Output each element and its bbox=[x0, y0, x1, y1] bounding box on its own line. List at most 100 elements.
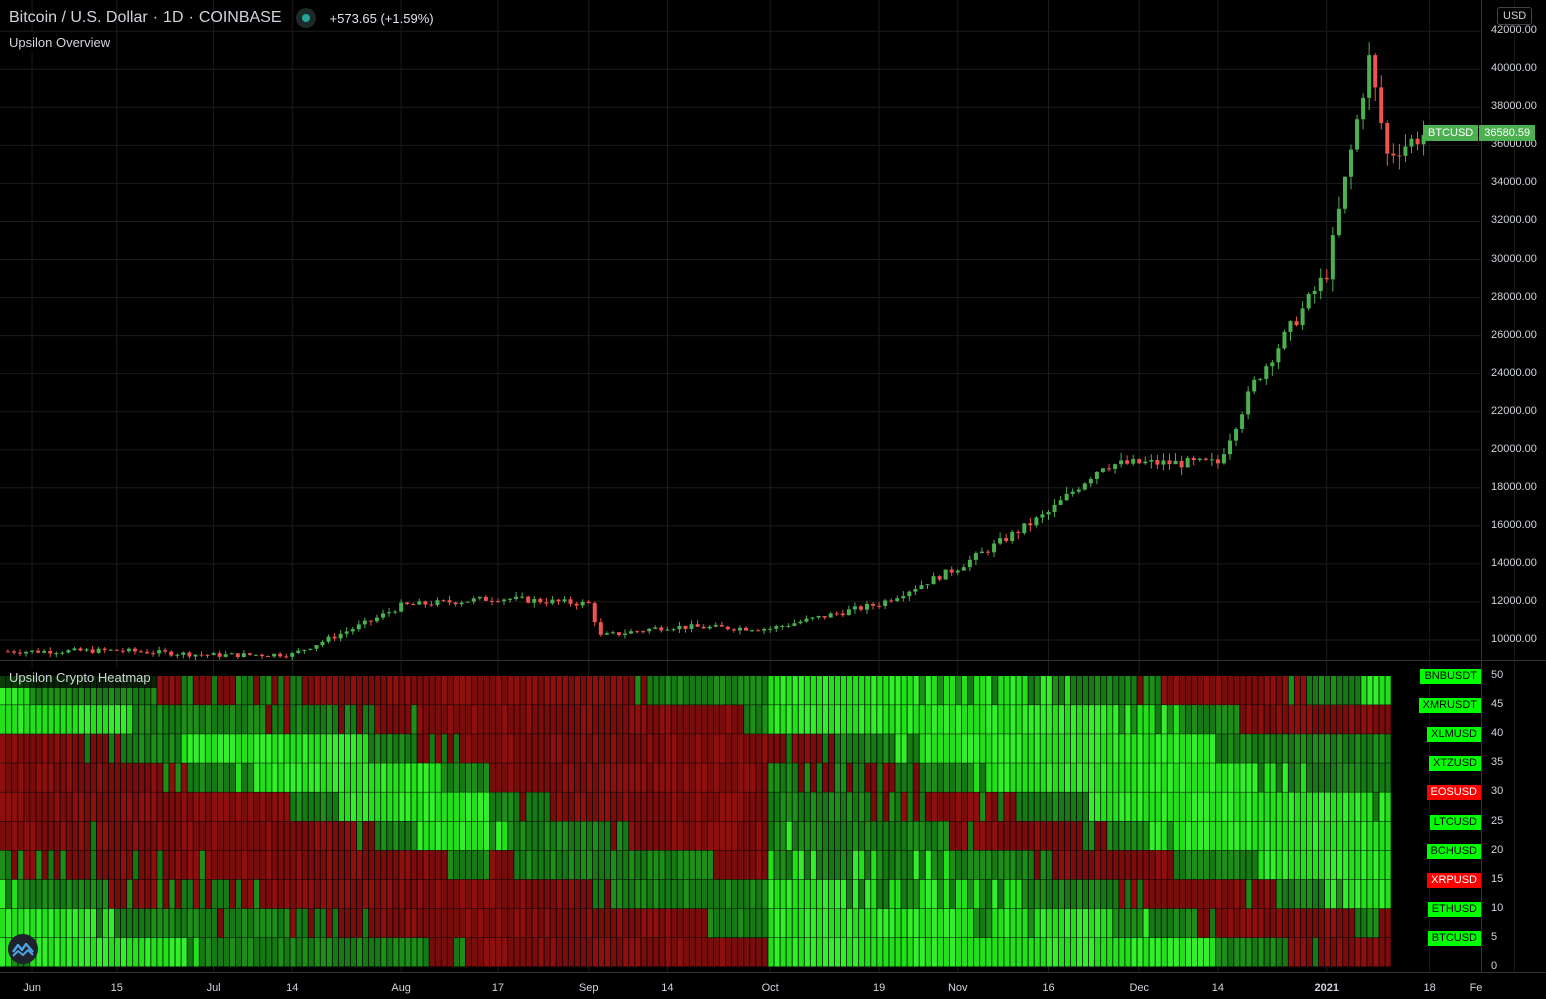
heatmap-cell bbox=[1385, 734, 1391, 763]
market-status-icon[interactable] bbox=[295, 8, 316, 28]
heatmap-cell bbox=[623, 705, 629, 734]
candle-body bbox=[393, 611, 398, 613]
heatmap-cell bbox=[242, 850, 248, 880]
heatmap-cell bbox=[1058, 676, 1064, 705]
candle-body bbox=[707, 626, 712, 629]
heatmap-cell bbox=[1046, 734, 1052, 763]
heatmap-cell bbox=[175, 879, 181, 909]
heatmap-cell bbox=[278, 705, 284, 734]
overview-indicator-label[interactable]: Upsilon Overview bbox=[0, 32, 117, 53]
heatmap-cell bbox=[1173, 937, 1179, 967]
heatmap-cell bbox=[1028, 850, 1034, 880]
heatmap-cell bbox=[465, 734, 472, 763]
heatmap-cell bbox=[326, 850, 332, 880]
candle-body bbox=[1294, 321, 1299, 326]
heatmap-cell bbox=[471, 850, 478, 880]
heatmap-cell bbox=[1228, 734, 1234, 763]
heatmap-cell bbox=[677, 850, 683, 880]
heatmap-cell bbox=[943, 705, 950, 734]
heatmap-cell bbox=[399, 821, 405, 851]
heatmap-cell bbox=[726, 676, 732, 705]
heatmap-cell bbox=[689, 763, 695, 792]
heatmap-cell bbox=[719, 705, 726, 734]
heatmap-cell bbox=[453, 850, 459, 880]
heatmap-cell bbox=[804, 937, 810, 967]
heatmap-cell bbox=[804, 705, 810, 734]
heatmap-cell bbox=[175, 908, 181, 938]
heatmap-cell bbox=[465, 879, 472, 909]
heatmap-indicator-label[interactable]: Upsilon Crypto Heatmap bbox=[0, 667, 157, 688]
heatmap-cell bbox=[1367, 908, 1373, 938]
heatmap-cell bbox=[1191, 792, 1198, 821]
heatmap-cell bbox=[1306, 937, 1313, 967]
heatmap-cell bbox=[877, 908, 883, 938]
heatmap-cell bbox=[490, 879, 496, 909]
heatmap-cell bbox=[877, 763, 883, 792]
candle-body bbox=[60, 652, 65, 654]
heatmap-cell bbox=[96, 705, 103, 734]
heatmap-cell bbox=[562, 705, 568, 734]
heatmap-cell bbox=[114, 676, 121, 705]
upsilon-logo-icon[interactable] bbox=[8, 934, 38, 964]
heatmap-cell bbox=[1119, 792, 1125, 821]
currency-button[interactable]: USD bbox=[1497, 7, 1533, 25]
heatmap-cell bbox=[1131, 763, 1137, 792]
candle-body bbox=[1355, 119, 1360, 150]
candle-body bbox=[1137, 459, 1142, 464]
heatmap-cell bbox=[30, 908, 36, 938]
heatmap-cell bbox=[272, 937, 278, 967]
heatmap-cell bbox=[48, 792, 54, 821]
symbol-title[interactable]: Bitcoin / U.S. Dollar bbox=[9, 9, 148, 26]
heatmap-cell bbox=[1185, 908, 1192, 938]
heatmap-cell bbox=[1040, 937, 1046, 967]
heatmap-cell bbox=[750, 879, 756, 909]
heatmap-cell bbox=[1113, 850, 1119, 880]
heatmap-cell bbox=[1052, 937, 1058, 967]
heatmap-cell bbox=[998, 734, 1004, 763]
heatmap-cell bbox=[435, 792, 441, 821]
heatmap-cell bbox=[284, 705, 290, 734]
heatmap-cell bbox=[199, 879, 205, 909]
heatmap-cell bbox=[961, 676, 968, 705]
heatmap-cell bbox=[949, 676, 956, 705]
heatmap-cell bbox=[550, 850, 556, 880]
heatmap-cell bbox=[121, 850, 127, 880]
heatmap-cell bbox=[30, 879, 36, 909]
heatmap-cell bbox=[1089, 734, 1095, 763]
heatmap-cell bbox=[949, 763, 956, 792]
heatmap-cell bbox=[248, 734, 254, 763]
heatmap-cell bbox=[568, 792, 574, 821]
candle-body bbox=[514, 596, 519, 599]
heatmap-cell bbox=[187, 937, 193, 967]
heatmap-cell bbox=[1373, 937, 1379, 967]
heatmap-cell bbox=[1270, 792, 1276, 821]
heatmap-cell bbox=[1264, 734, 1270, 763]
candle-body bbox=[30, 650, 35, 652]
candle-body bbox=[1246, 391, 1251, 415]
heatmap-cell bbox=[139, 705, 145, 734]
heatmap-cell bbox=[707, 763, 714, 792]
candle-body bbox=[1179, 460, 1184, 468]
heatmap-cell bbox=[1312, 734, 1319, 763]
heatmap-cell bbox=[296, 821, 302, 851]
heatmap-cell bbox=[1052, 792, 1058, 821]
heatmap-cell bbox=[798, 705, 804, 734]
heatmap-cell bbox=[780, 705, 786, 734]
heatmap-cell bbox=[1264, 763, 1270, 792]
heatmap-cell bbox=[514, 850, 520, 880]
heatmap-cell bbox=[816, 937, 822, 967]
heatmap-cell bbox=[834, 705, 841, 734]
heatmap-cell bbox=[127, 879, 133, 909]
heatmap-cell bbox=[738, 879, 744, 909]
heatmap-cell bbox=[719, 763, 726, 792]
time-axis-label: 2021 bbox=[1314, 982, 1340, 994]
candle-body bbox=[1373, 55, 1378, 88]
heatmap-cell bbox=[931, 676, 937, 705]
heatmap-cell bbox=[913, 763, 919, 792]
heatmap-cell bbox=[937, 908, 943, 938]
heatmap-cell bbox=[532, 850, 538, 880]
symbol-header[interactable]: Bitcoin / U.S. Dollar · 1D · COINBASE +5… bbox=[9, 8, 434, 28]
interval-label[interactable]: 1D bbox=[163, 9, 184, 26]
heatmap-cell bbox=[1210, 792, 1216, 821]
